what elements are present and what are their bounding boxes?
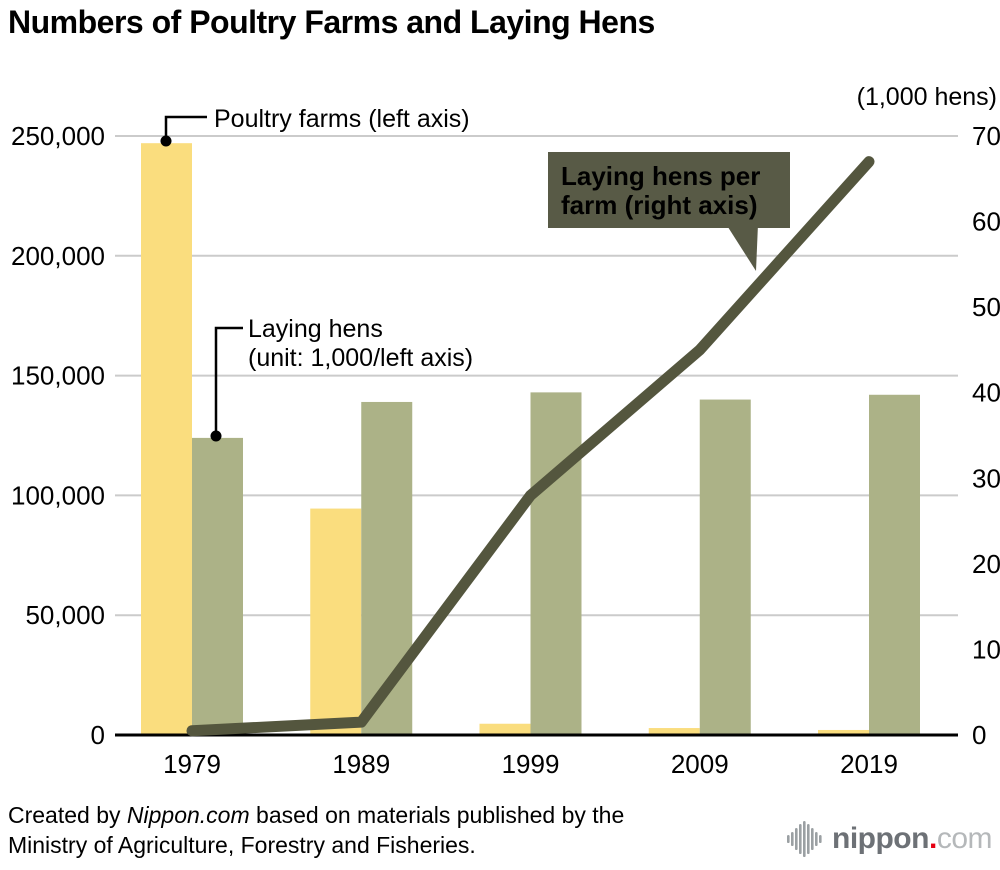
left-axis-tick-label: 200,000 [11, 241, 105, 271]
left-axis-tick-label: 50,000 [25, 600, 105, 630]
poultry-farms-annotation: Poultry farms (left axis) [214, 105, 470, 133]
laying-hens-annotation-line2: (unit: 1,000/left axis) [248, 344, 473, 372]
bar-poultry-farms-2009 [648, 728, 700, 735]
right-axis-tick-label: 0 [972, 720, 986, 750]
left-axis-tick-label: 0 [91, 720, 105, 750]
bar-poultry-farms-1989 [310, 508, 362, 735]
logo-red-dot: . [928, 822, 937, 855]
logo-word-nippon: nippon [832, 822, 929, 855]
credit-prefix: Created by [8, 802, 127, 828]
logo-word-com: com [936, 822, 993, 855]
laying-hens-annotation-line1: Laying hens [248, 315, 383, 343]
poultry-farms-dot [160, 135, 172, 147]
callout-tail [726, 224, 758, 271]
bar-poultry-farms-1979 [141, 143, 192, 736]
right-axis-tick-label: 20 [972, 549, 1000, 579]
callout-text-line2: farm (right axis) [561, 190, 758, 220]
chart-title: Numbers of Poultry Farms and Laying Hens [8, 4, 655, 40]
bar-laying-hens-1999 [530, 392, 582, 735]
right-axis-tick-label: 50 [972, 292, 1000, 322]
right-axis-tick-label: 60 [972, 207, 1000, 237]
left-axis-tick-label: 100,000 [11, 480, 105, 510]
nippon-logo-text: nippon.com [832, 822, 993, 856]
right-axis-tick-label: 30 [972, 463, 1000, 493]
bar-laying-hens-1979 [192, 437, 243, 735]
right-axis-tick-label: 40 [972, 378, 1000, 408]
credit-suffix: based on materials published by the Mini… [8, 802, 625, 859]
x-axis-label-1979: 1979 [163, 749, 221, 779]
right-axis-unit-label: (1,000 hens) [857, 83, 997, 111]
callout-text-line1: Laying hens per [561, 161, 760, 191]
laying-hens-dot [210, 430, 222, 442]
right-axis-tick-label: 70 [972, 121, 1000, 151]
right-axis-tick-label: 10 [972, 634, 1000, 664]
x-axis-label-2019: 2019 [840, 749, 898, 779]
line-laying-hens-per-farm [186, 156, 875, 737]
left-axis-tick-label: 250,000 [11, 121, 105, 151]
laying-hens-connector [214, 326, 243, 431]
callout-box [548, 152, 790, 228]
credit-text: Created by Nippon.com based on materials… [8, 800, 708, 861]
chart-canvas: 0 50,000 100,000 150,000 200,000 250,000 0 10 20… [11, 83, 1000, 779]
x-axis-label-1999: 1999 [502, 749, 560, 779]
poultry-farms-connector [164, 115, 207, 140]
bar-poultry-farms-2019 [818, 729, 869, 735]
x-axis-label-1989: 1989 [332, 749, 390, 779]
credit-source: Nippon.com [126, 802, 250, 828]
nippon-logo: nippon.com [787, 818, 993, 860]
nippon-logo-mark-icon [787, 821, 822, 857]
bar-laying-hens-2019 [869, 394, 920, 735]
x-axis-label-2009: 2009 [671, 749, 729, 779]
left-axis-tick-label: 150,000 [11, 361, 105, 391]
bar-laying-hens-2009 [699, 399, 751, 735]
bar-poultry-farms-1999 [479, 723, 531, 735]
